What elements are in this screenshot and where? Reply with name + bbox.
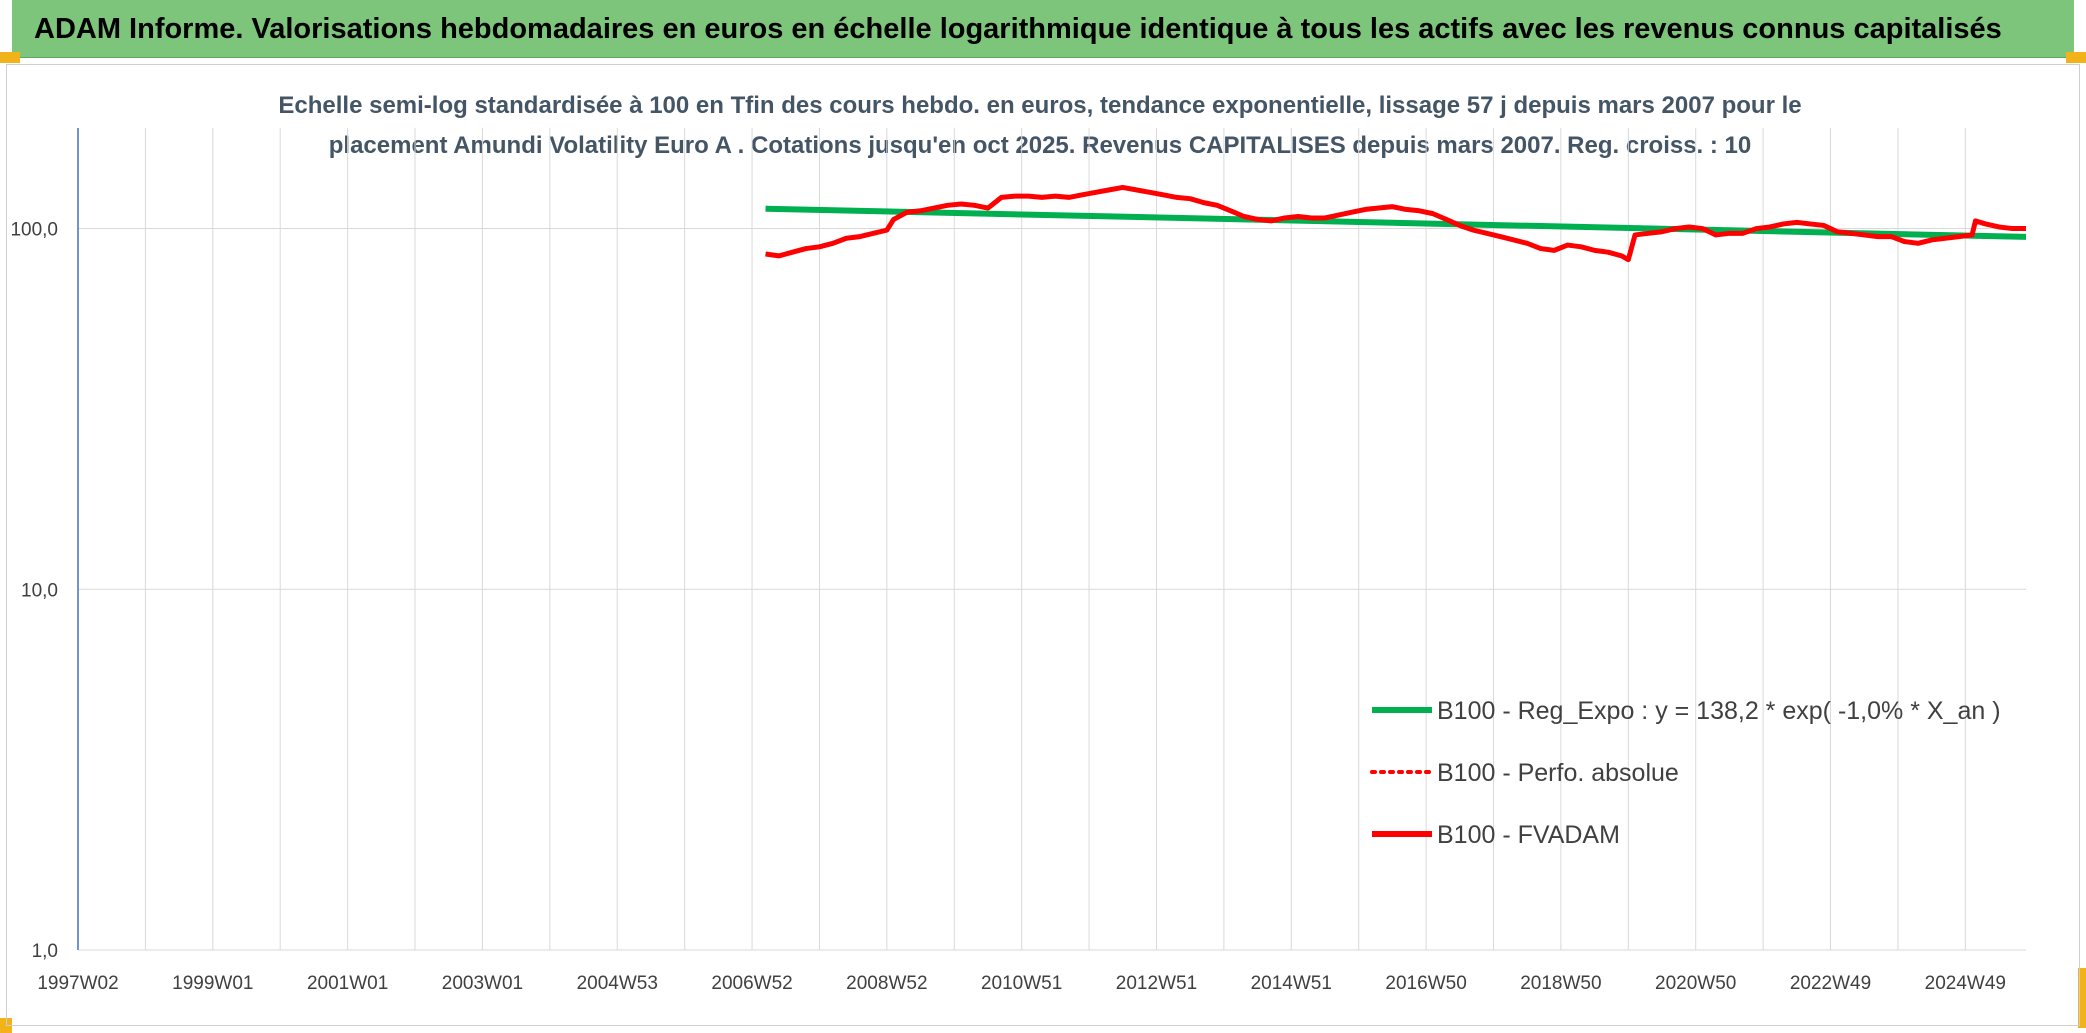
x-tick-label: 2024W49 [1925, 973, 2006, 994]
legend-label-3: B100 - FVADAM [1437, 821, 1620, 849]
legend-label-2: B100 - Perfo. absolue [1437, 759, 1679, 787]
page-banner: ADAM Informe. Valorisations hebdomadaire… [12, 0, 2074, 58]
chart-frame [6, 64, 2080, 1026]
corner-marker-bottom-right [2078, 968, 2086, 1028]
x-tick-label: 2020W50 [1655, 973, 1736, 994]
x-tick-label: 1999W01 [172, 973, 253, 994]
x-tick-label: 2014W51 [1251, 973, 1332, 994]
corner-marker-top-right [2066, 52, 2086, 63]
chart-title: Echelle semi-log standardisée à 100 en T… [250, 86, 1830, 166]
chart-title-line-1: Echelle semi-log standardisée à 100 en T… [278, 92, 1802, 119]
x-tick-label: 2003W01 [442, 973, 523, 994]
x-tick-label: 2008W52 [846, 973, 927, 994]
series-line-reg-expo [765, 205, 2027, 240]
legend-label-1: B100 - Reg_Expo : y = 138,2 * exp( -1,0%… [1437, 697, 2001, 725]
corner-marker-top-left [0, 52, 20, 63]
chart-title-line-2: placement Amundi Volatility Euro A . Cot… [328, 132, 1752, 159]
y-tick-label: 1,0 [32, 941, 58, 962]
x-tick-label: 2010W51 [981, 973, 1062, 994]
x-tick-label: 2022W49 [1790, 973, 1871, 994]
y-tick-label: 100,0 [10, 220, 58, 241]
y-tick-label: 10,0 [21, 580, 58, 601]
x-tick-label: 2012W51 [1116, 973, 1197, 994]
x-tick-label: 1997W02 [37, 973, 118, 994]
x-tick-label: 2004W53 [577, 973, 658, 994]
x-tick-label: 2018W50 [1520, 973, 1601, 994]
x-tick-label: 2001W01 [307, 973, 388, 994]
series-line-fvadam [765, 184, 2026, 263]
x-tick-label: 2006W52 [711, 973, 792, 994]
x-tick-label: 2016W50 [1385, 973, 1466, 994]
